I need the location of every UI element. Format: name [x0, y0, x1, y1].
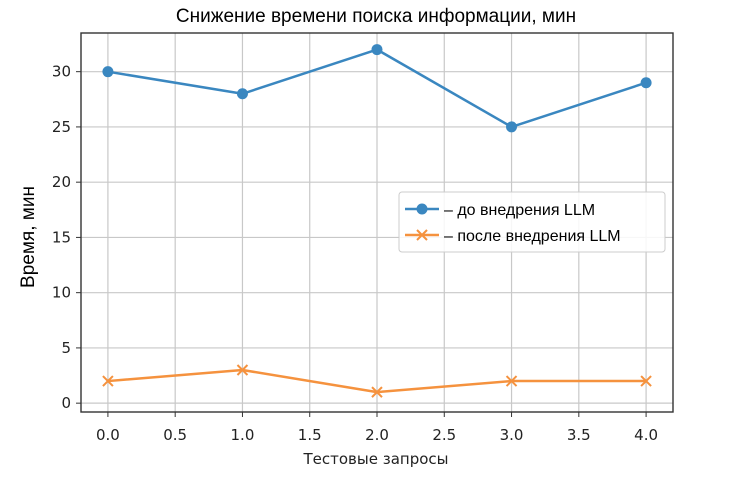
x-tick-label: 2.5 — [432, 426, 456, 444]
x-tick-label: 0.0 — [96, 426, 120, 444]
legend-item: – после внедрения LLM — [405, 228, 621, 245]
legend-label: – после внедрения LLM — [444, 228, 621, 245]
series-1 — [102, 44, 652, 133]
data-point — [416, 229, 428, 241]
chart-title: Снижение времени поиска информации, мин — [176, 6, 576, 27]
y-tick-label: 5 — [61, 339, 71, 357]
data-point — [505, 375, 518, 387]
x-axis-label: Тестовые запросы — [303, 450, 449, 468]
data-point — [371, 386, 383, 398]
x-tick-label: 3.5 — [567, 426, 591, 444]
y-tick-label: 20 — [52, 173, 71, 191]
y-axis-label: Время, мин — [18, 186, 39, 288]
marker-stroke — [505, 375, 518, 387]
legend: – до внедрения LLM – после внедрения LLM — [398, 191, 666, 253]
data-point — [102, 66, 114, 78]
series-2 — [102, 364, 652, 398]
y-ticks: 0 5 10 15 20 25 30 — [52, 63, 81, 412]
x-tick-label: 1.5 — [298, 426, 322, 444]
x-tick-label: 3.0 — [500, 426, 524, 444]
x-tick-label: 0.5 — [163, 426, 187, 444]
data-point — [371, 44, 383, 56]
marker-stroke — [236, 364, 249, 376]
legend-label: – до внедрения LLM — [444, 202, 595, 219]
marker-stroke — [371, 386, 383, 398]
data-point — [506, 121, 518, 133]
y-tick-label: 30 — [52, 63, 71, 81]
y-tick-label: 10 — [52, 284, 71, 302]
x-tick-label: 4.0 — [634, 426, 658, 444]
data-point — [236, 364, 249, 376]
marker-stroke — [416, 229, 428, 241]
data-point — [416, 203, 428, 215]
x-ticks: 0.0 0.5 1.0 1.5 2.0 2.5 3.0 3.5 4.0 — [96, 412, 658, 444]
y-tick-label: 0 — [61, 394, 71, 412]
marker-stroke — [640, 375, 652, 387]
series-lines — [102, 44, 652, 398]
x-tick-label: 1.0 — [231, 426, 255, 444]
y-tick-label: 15 — [52, 228, 71, 246]
x-tick-label: 2.0 — [365, 426, 389, 444]
data-point — [640, 375, 652, 387]
y-tick-label: 25 — [52, 118, 71, 136]
data-point — [102, 375, 114, 387]
marker-stroke — [102, 375, 114, 387]
legend-item: – до внедрения LLM — [405, 202, 595, 219]
data-point — [236, 88, 248, 100]
legend-box — [398, 191, 666, 253]
data-point — [640, 77, 652, 89]
